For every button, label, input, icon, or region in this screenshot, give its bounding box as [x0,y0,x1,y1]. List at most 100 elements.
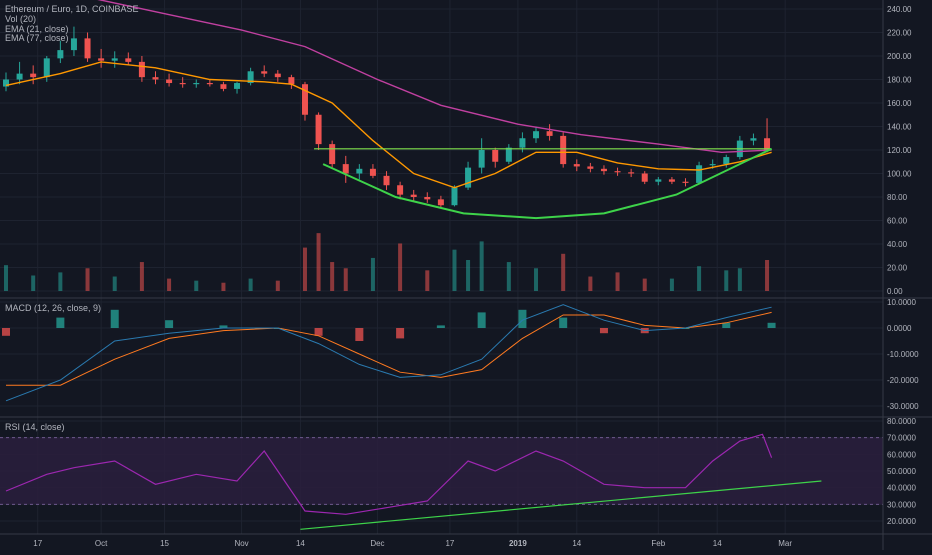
macd-line [5,304,772,402]
price-axis-tick-label: 80.00 [887,193,908,202]
macd-histogram-bar [599,328,608,334]
volume-bar [330,262,335,291]
candle-body [261,71,268,74]
price-title: Ethereum / Euro, 1D, COINBASE [5,4,139,14]
candle-body [465,167,472,188]
candle-body [288,77,295,85]
volume-bar [642,278,647,291]
candle-body [247,71,254,84]
volume-bar [466,260,471,291]
macd-axis-tick-label: 10.0000 [887,298,916,307]
candle-body [573,164,580,167]
x-axis-tick-label: 14 [572,539,581,548]
candle-body [424,197,431,200]
macd-lines [5,304,772,402]
candle-body [30,73,37,78]
volume-bar [221,282,226,291]
volume-bar [248,278,253,291]
price-axis-tick-label: 120.00 [887,146,912,155]
price-axis-tick-label: 20.00 [887,264,908,273]
ema77-label: EMA (77, close) [5,33,69,43]
candle-body [560,135,567,165]
volume-bar [479,241,484,291]
rsi-label: RSI (14, close) [5,422,65,432]
macd-histogram-bar [767,322,776,328]
candle-body [682,181,689,183]
macd-histogram-bar [56,317,65,328]
volume-bar [167,278,172,291]
macd-histogram-bar [110,309,119,328]
candle-body [369,168,376,176]
indicator-lines [5,0,773,220]
volume-bar [275,280,280,291]
candle-body [16,73,23,80]
candle-body [356,168,363,174]
ema21-line [5,61,772,189]
candle-body [397,185,404,195]
price-axis-tick-label: 180.00 [887,76,912,85]
volume-bar [697,266,702,291]
x-axis-tick-label: Feb [651,539,665,548]
candle-body [655,179,662,182]
volume-bar [398,243,403,291]
cup-curve [322,147,773,220]
candle-body [519,138,526,148]
x-axis-tick-label: Oct [95,539,108,548]
candle-body [492,150,499,162]
candle-body [111,58,118,61]
volume-bar [139,262,144,291]
candle-body [696,165,703,183]
x-axis-tick-label: 2019 [509,539,527,548]
volume-bar [85,268,90,291]
macd-axis-tick-label: -20.0000 [887,376,919,385]
candle-body [234,83,241,89]
price-axis-tick-label: 140.00 [887,123,912,132]
candle-body [57,50,64,59]
price-axis-tick-label: 220.00 [887,29,912,38]
price-axis-tick-label: 40.00 [887,240,908,249]
x-axis-tick-label: 17 [33,539,42,548]
x-axis-tick-label: 17 [445,539,454,548]
macd-histogram-bar [165,320,174,328]
volume-bar [452,249,457,291]
volume-bar [534,268,539,291]
candle-body [587,166,594,169]
volume-bar [615,272,620,291]
rsi-trendline [300,480,822,530]
ema21-label: EMA (21, close) [5,24,69,34]
x-axis-tick-label: 14 [296,539,305,548]
candle-body [329,144,336,165]
rsi-band [0,437,883,505]
rsi-axis-tick-label: 20.0000 [887,517,916,526]
price-axis-tick-label: 100.00 [887,170,912,179]
candle-body [533,131,540,139]
candle-body [84,38,91,59]
ema77-line [97,0,772,154]
price-axis-tick-label: 200.00 [887,52,912,61]
volume-bar [31,275,36,291]
rsi-axis-tick-label: 40.0000 [887,484,916,493]
candle-body [193,83,200,85]
candle-body [750,138,757,141]
volume-bar [343,268,348,291]
volume-bar [194,280,199,291]
volume-bar [425,270,430,291]
macd-axis-tick-label: -10.0000 [887,350,919,359]
x-axis-tick-label: Dec [370,539,384,548]
volume-bar [588,276,593,291]
volume-bar [302,247,307,291]
candle-body [274,73,281,78]
candle-body [478,150,485,168]
price-axis-tick-label: 240.00 [887,5,912,14]
macd-histogram-bar [2,328,10,336]
candle-body [410,194,417,197]
candle-body [709,164,716,166]
volume-label: Vol (20) [5,14,36,24]
volume-bar [737,268,742,291]
volume-bar [4,265,8,291]
macd-histogram-bar [355,328,364,341]
candle-body [614,171,621,173]
candle-body [179,83,186,85]
